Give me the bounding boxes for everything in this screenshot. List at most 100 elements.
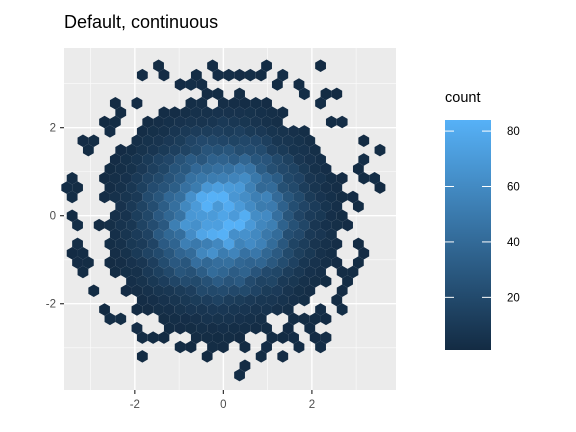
hex-bin [250, 303, 262, 316]
hex-bin [282, 321, 294, 335]
hex-bin [136, 218, 148, 232]
hex-bin [180, 143, 191, 157]
hex-bin [217, 284, 229, 297]
hex-bin [228, 246, 240, 260]
hex-bin [336, 171, 348, 185]
hex-bin [298, 181, 310, 194]
hex-bin [217, 340, 229, 354]
hex-bin [126, 275, 137, 288]
hex-bin [136, 256, 148, 269]
hex-bin [309, 237, 321, 251]
hex-bin [180, 275, 191, 288]
hex-bin [109, 115, 121, 129]
hex-bin [234, 181, 245, 194]
hex-bin [196, 153, 208, 166]
hex-bin [207, 284, 218, 297]
hex-bin [309, 256, 321, 269]
hex-bin [190, 181, 202, 194]
hex-bin [169, 218, 181, 232]
hex-bin [239, 153, 251, 166]
hex-bin [174, 190, 186, 204]
hex-bin [212, 87, 224, 101]
hex-bin [234, 237, 245, 251]
hex-bin [223, 125, 235, 138]
hex-bin [120, 153, 132, 166]
legend-tick-label: 80 [507, 126, 520, 138]
hex-bin [190, 237, 202, 251]
hex-bin [153, 265, 164, 279]
hex-bin [266, 331, 278, 344]
hex-bin [239, 359, 251, 372]
hex-bin [201, 162, 213, 176]
hex-bin [180, 162, 191, 176]
hex-bin [298, 162, 310, 176]
hex-bin [277, 106, 289, 119]
hex-bin [201, 237, 213, 251]
hex-bin [223, 162, 235, 176]
hex-bin [136, 143, 148, 157]
hex-bin [136, 237, 148, 251]
hex-bin [234, 162, 245, 176]
hex-bin [234, 106, 245, 119]
hex-bin [228, 153, 240, 166]
hex-bin [104, 218, 116, 232]
hex-bin [158, 331, 170, 344]
hex-bin [66, 171, 78, 185]
hex-bin [142, 171, 154, 185]
hex-bin [261, 115, 272, 129]
hex-bin [190, 256, 202, 269]
hex-bin [244, 181, 256, 194]
legend-ticks: 20 40 60 80 [445, 126, 520, 304]
hex-bin [163, 228, 175, 241]
hex-bin [223, 312, 235, 326]
hex-bin [255, 293, 267, 307]
hex-bin [304, 228, 316, 241]
hex-bin [255, 106, 267, 119]
hex-bin [261, 303, 272, 316]
hex-bin [185, 228, 197, 241]
hex-bin [342, 275, 353, 288]
hex-bin [228, 303, 240, 316]
hex-bin [136, 162, 148, 176]
hex-bin [234, 256, 245, 269]
hex-bin [190, 162, 202, 176]
hex-bin [190, 312, 202, 326]
hex-bin [320, 256, 332, 269]
hex-bin [109, 96, 121, 110]
hex-bin [153, 59, 164, 72]
hex-bin [174, 340, 186, 354]
hex-bin [217, 96, 229, 110]
hex-bin [207, 134, 218, 147]
hex-bin [217, 171, 229, 185]
hex-bin [126, 181, 137, 194]
hex-bin [320, 331, 332, 344]
hex-bin [315, 228, 326, 241]
hex-bin [255, 218, 267, 232]
hex-bin [228, 321, 240, 335]
hex-bin [304, 134, 316, 147]
hex-bin [115, 200, 127, 213]
hex-bin [234, 87, 245, 101]
hex-bin [190, 293, 202, 307]
hex-bin [336, 115, 348, 129]
hex-bin [66, 209, 78, 222]
hex-bin [99, 171, 110, 185]
hex-bin [228, 228, 240, 241]
hex-bin [234, 275, 245, 288]
hex-bin [207, 171, 218, 185]
hex-bin [271, 284, 283, 297]
hex-bin [196, 209, 208, 222]
hex-bin [309, 312, 321, 326]
hex-bin [212, 68, 224, 82]
hex-bin [201, 256, 213, 269]
hex-bin [169, 143, 181, 157]
hex-bin [212, 275, 224, 288]
hex-bin [126, 218, 137, 232]
hex-bin [158, 143, 170, 157]
hex-bin [331, 256, 343, 269]
hex-bin [304, 321, 316, 335]
hex-bin [261, 265, 272, 279]
hex-bin [196, 284, 208, 297]
hex-bin [298, 87, 310, 101]
hex-bin [131, 321, 143, 335]
